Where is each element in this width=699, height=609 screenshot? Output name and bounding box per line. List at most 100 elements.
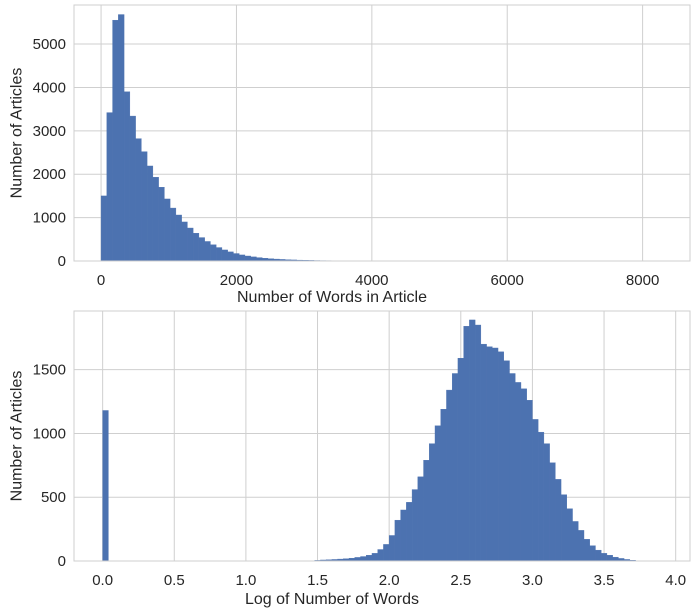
x-tick-labels: 0 2000 4000 6000 8000 [97, 272, 659, 289]
histogram-bar [233, 253, 240, 262]
y-tick-label: 1000 [33, 425, 66, 442]
histogram-bar [187, 227, 194, 262]
histogram-bar [100, 195, 108, 262]
x-tick-label: 4.0 [665, 572, 686, 589]
histogram-bar [486, 346, 493, 562]
x-axis-label: Number of Words in Article [237, 289, 427, 306]
histogram-bar [256, 257, 263, 262]
histogram-bar [589, 545, 596, 562]
histogram-bar [169, 207, 177, 262]
histogram-bar [417, 476, 424, 562]
histogram-bar [543, 443, 550, 562]
y-tick-label: 0 [58, 553, 66, 570]
x-tick-label: 1.0 [235, 572, 256, 589]
histogram-bar [474, 324, 482, 562]
y-tick-label: 5000 [33, 36, 66, 53]
log-word-count-histogram: 0.0 0.5 1.0 1.5 2.0 2.5 3.0 3.5 4.0 0 500 1000 1500… [9, 310, 691, 608]
histogram-bar [106, 112, 113, 262]
histogram-bar [595, 549, 602, 562]
histogram-bar [503, 360, 510, 562]
histogram-bar [400, 509, 407, 562]
histogram-bar [192, 233, 200, 262]
y-tick-label: 3000 [33, 123, 66, 140]
x-tick-label: 2000 [220, 272, 253, 289]
histogram-bar [135, 138, 142, 262]
histogram-bar [238, 254, 246, 262]
histogram-bar [457, 357, 464, 562]
y-tick-labels: 0 500 1000 1500 [33, 362, 66, 570]
histogram-bar [371, 553, 378, 562]
histogram-bars [102, 319, 636, 562]
histogram-bar [123, 91, 131, 262]
x-tick-label: 2.0 [379, 572, 400, 589]
histogram-bar [164, 198, 171, 262]
histogram-bar [606, 555, 613, 562]
histogram-bar [566, 508, 573, 562]
histogram-bar [497, 351, 504, 562]
histogram-bar [555, 479, 562, 562]
histogram-bar [612, 556, 619, 562]
histogram-bar [463, 326, 470, 562]
word-count-histogram: 0 2000 4000 6000 8000 010002000300040005000 … [9, 4, 691, 306]
histogram-bar [129, 115, 136, 262]
x-tick-label: 6000 [491, 272, 524, 289]
x-tick-label: 0.5 [164, 572, 185, 589]
histogram-bar [244, 255, 251, 262]
histogram-bar [181, 221, 188, 262]
histogram-bar [175, 214, 182, 262]
x-tick-label: 0.0 [92, 572, 113, 589]
y-tick-label: 1500 [33, 362, 66, 379]
histogram-bar [360, 556, 367, 562]
histogram-bar [221, 249, 228, 262]
x-tick-label: 3.0 [522, 572, 543, 589]
histogram-bar [141, 151, 148, 262]
histogram-bar [492, 347, 499, 562]
histogram-bar [480, 343, 487, 562]
histogram-bar [434, 425, 441, 562]
histogram-bar [102, 410, 109, 562]
x-tick-label: 1.5 [307, 572, 328, 589]
x-tick-label: 0 [97, 272, 105, 289]
histogram-bar [520, 388, 527, 562]
histogram-bar [532, 419, 539, 562]
histogram-bar [526, 400, 533, 562]
histogram-bar [572, 521, 579, 562]
x-axis-label: Log of Number of Words [245, 591, 419, 608]
histogram-bar [451, 373, 459, 562]
histogram-bar [440, 409, 447, 562]
histogram-bar [158, 187, 165, 262]
histogram-bar [469, 319, 476, 562]
histogram-bar [411, 489, 419, 562]
y-axis-label: Number of Articles [9, 371, 26, 502]
histogram-bar [515, 382, 522, 562]
histogram-bar [406, 502, 413, 562]
histogram-bar [118, 14, 125, 262]
x-tick-label: 8000 [626, 272, 659, 289]
histogram-bar [423, 460, 430, 562]
y-tick-label: 500 [41, 489, 66, 506]
histogram-bar [383, 544, 390, 562]
x-tick-label: 4000 [355, 272, 388, 289]
histogram-bar [429, 443, 436, 562]
histogram-bars [100, 14, 389, 262]
histogram-bar [388, 535, 396, 562]
gridlines [74, 311, 690, 562]
histogram-bar [112, 19, 119, 262]
histogram-bar [560, 494, 567, 562]
histogram-bar [509, 373, 516, 562]
histogram-bar [377, 549, 384, 562]
histogram-bar [578, 530, 585, 562]
plot-frame [73, 310, 691, 562]
y-tick-label: 0 [58, 253, 66, 270]
histogram-bar [600, 553, 608, 562]
histogram-bar [583, 539, 590, 562]
histogram-bar [366, 555, 373, 562]
y-tick-label: 4000 [33, 79, 66, 96]
histogram-bar [204, 241, 211, 262]
histogram-bar [146, 165, 154, 262]
histogram-bar [549, 462, 556, 562]
y-tick-label: 2000 [33, 166, 66, 183]
plot-frame [73, 4, 691, 262]
histogram-bar [537, 431, 545, 562]
